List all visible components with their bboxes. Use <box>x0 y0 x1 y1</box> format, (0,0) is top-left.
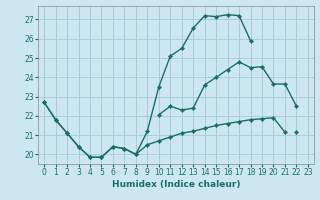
X-axis label: Humidex (Indice chaleur): Humidex (Indice chaleur) <box>112 180 240 189</box>
